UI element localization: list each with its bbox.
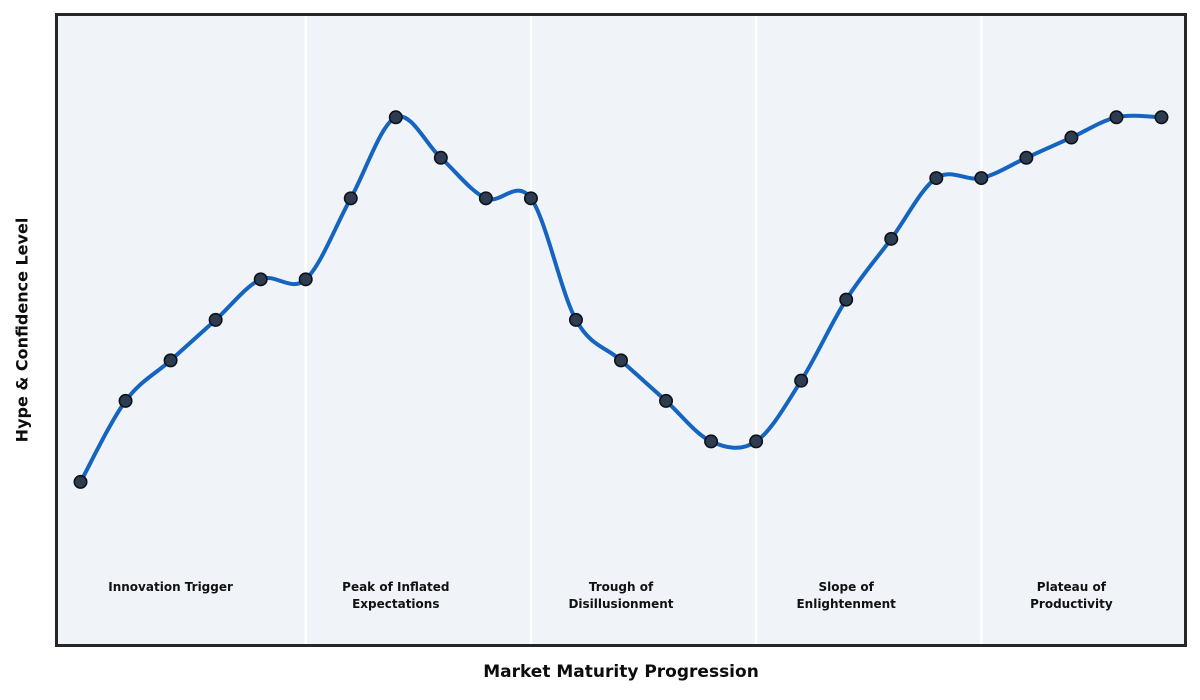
phase-label-innovation-trigger: Innovation Trigger [108, 580, 233, 595]
phase-label-trough-of-disillusionment: Trough of Disillusionment [568, 580, 674, 612]
data-point-marker [1109, 110, 1124, 125]
data-point-marker [839, 292, 854, 307]
plot-area: Innovation Trigger Peak of Inflated Expect… [55, 13, 1187, 647]
y-axis-label: Hype & Confidence Level [12, 217, 32, 443]
data-point-marker [704, 434, 719, 449]
data-point-marker [478, 191, 493, 206]
data-point-marker [974, 171, 989, 186]
data-point-marker [1019, 150, 1034, 165]
data-point-marker [388, 110, 403, 125]
data-point-marker [343, 191, 358, 206]
phase-label-slope-of-enlightenment: Slope of Enlightenment [796, 580, 896, 612]
phase-label-peak-of-inflated-expectations: Peak of Inflated Expectations [342, 580, 450, 612]
data-point-marker [163, 353, 178, 368]
x-axis-label: Market Maturity Progression [483, 662, 759, 682]
data-point-marker [929, 171, 944, 186]
data-point-marker [749, 434, 764, 449]
data-point-marker [1154, 110, 1169, 125]
data-point-marker [298, 272, 313, 287]
data-point-marker [73, 474, 88, 489]
data-point-marker [118, 393, 133, 408]
data-point-marker [659, 393, 674, 408]
hype-curve-svg [73, 16, 1169, 644]
data-point-marker [794, 373, 809, 388]
data-point-marker [884, 231, 899, 246]
data-point-marker [208, 312, 223, 327]
data-point-marker [433, 150, 448, 165]
data-point-marker [613, 353, 628, 368]
phase-label-plateau-of-productivity: Plateau of Productivity [1030, 580, 1113, 612]
data-point-marker [253, 272, 268, 287]
data-point-marker [1064, 130, 1079, 145]
hype-curve-line [78, 113, 1164, 484]
data-point-marker [568, 312, 583, 327]
data-point-marker [523, 191, 538, 206]
